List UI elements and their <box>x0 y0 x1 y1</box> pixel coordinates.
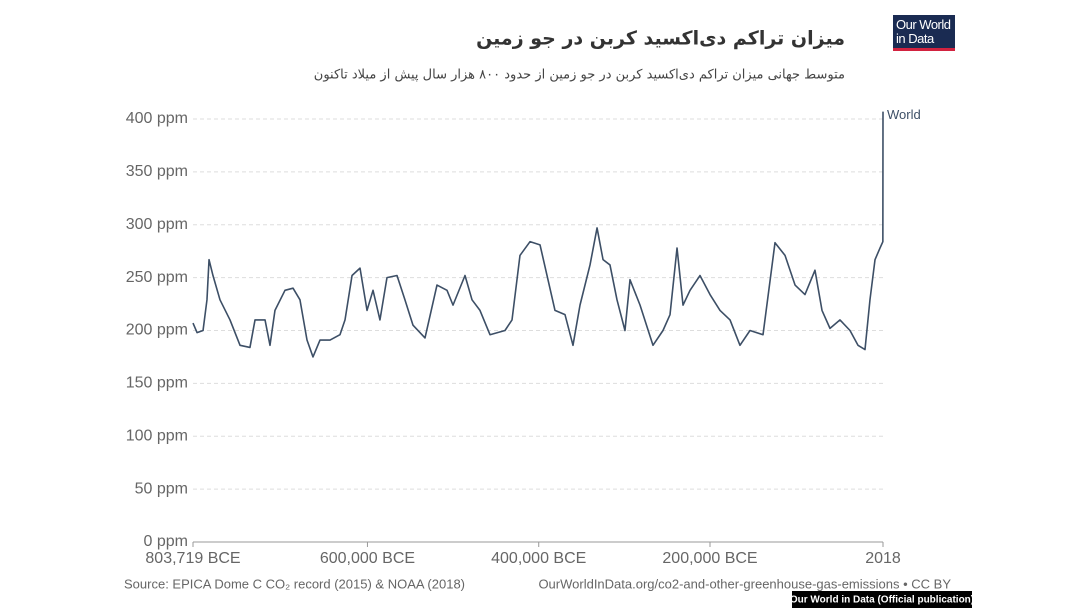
source-link: OurWorldInData.org/co2-and-other-greenho… <box>538 576 951 591</box>
y-tick-label: 150 ppm <box>126 375 188 392</box>
x-tick-label: 400,000 BCE <box>491 550 586 567</box>
series-line <box>192 111 884 358</box>
logo-stripe <box>893 48 955 51</box>
chart-subtitle: متوسط جهانی میزان تراکم دی‌اکسید کربن در… <box>314 68 845 83</box>
logo-box <box>893 15 955 51</box>
x-tick-label: 600,000 BCE <box>320 550 415 567</box>
logo-text: Our World in Data <box>896 17 951 46</box>
y-tick-label: 400 ppm <box>126 110 188 127</box>
logo: Our World in Data <box>896 17 951 46</box>
y-tick-label: 100 ppm <box>126 427 188 444</box>
y-tick-label: 200 ppm <box>126 322 188 339</box>
badge: Our World in Data (Official publication) <box>790 595 974 606</box>
source: Source: EPICA Dome C CO₂ record (2015) &… <box>124 576 465 591</box>
y-tick-label: 250 ppm <box>126 269 188 286</box>
chart-title: میزان تراکم دی‌اکسید کربن در جو زمین <box>476 28 845 50</box>
x-tick-label: 2018 <box>865 550 901 567</box>
y-tick-label: 350 ppm <box>126 163 188 180</box>
y-tick-label: 50 ppm <box>135 480 188 497</box>
x-tick-label: 803,719 BCE <box>145 550 240 567</box>
y-tick-label: 0 ppm <box>144 533 188 550</box>
series-label: World <box>887 107 921 122</box>
badge-box <box>792 591 972 608</box>
x-tick-label: 200,000 BCE <box>662 550 757 567</box>
y-tick-label: 300 ppm <box>126 216 188 233</box>
